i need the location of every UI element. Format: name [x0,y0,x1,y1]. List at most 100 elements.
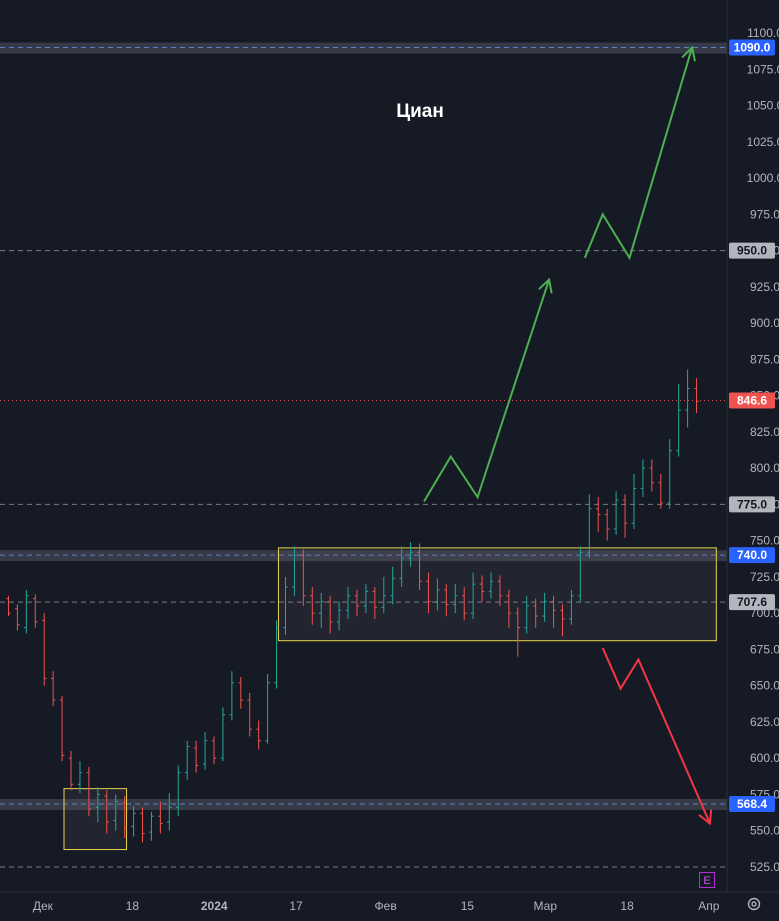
candle [229,671,235,721]
candle [41,613,47,686]
candle [202,732,208,770]
candle [265,674,270,744]
candle [176,765,181,817]
candle [104,790,109,834]
candle [6,595,11,617]
candle [372,587,378,619]
candle [426,572,431,614]
candle [435,578,440,611]
candle [211,736,217,764]
level-tag [729,594,775,611]
level-tag-label: 740.0 [737,548,767,562]
candle [59,695,65,762]
price-tick-label: 1000.0 [747,171,779,185]
candle [658,473,664,509]
price-tick-label: 1025.0 [747,135,779,149]
range-box [277,547,717,642]
bear-path [601,647,711,824]
bull-path-1-head [538,277,553,294]
time-axis[interactable]: Дек 18 2024 17 Фев 15 Мар 18 Апр [33,899,720,913]
time-tick-label: 17 [289,899,303,913]
time-tick-label: Мар [534,899,558,913]
bull-path-2 [583,47,694,261]
candle [479,575,485,602]
candle [301,549,306,606]
price-tick-label: 550.0 [750,824,779,838]
last-price-label: 846.6 [737,394,767,408]
candle [140,807,145,843]
candle [292,546,297,596]
candle [363,584,369,614]
candle [649,459,655,492]
price-tick-label: 1075.0 [747,62,779,76]
price-tick-label: 1100.0 [747,26,779,40]
candle [604,508,610,541]
price-tick-label: 1050.0 [747,99,779,113]
candle [578,546,583,602]
bear-path-head [698,809,713,826]
price-tick-label: 825.0 [750,425,779,439]
candlestick-series [6,369,699,843]
candle [390,566,395,605]
candle [399,546,404,588]
price-tick-label: 675.0 [750,642,779,656]
time-tick-label: Фев [375,899,397,913]
candle [149,811,154,841]
candle [453,584,458,614]
accumulation-box-small [63,788,128,851]
price-tick-label: 875.0 [750,352,779,366]
level-tag-label: 707.6 [737,595,767,609]
candle [50,671,56,706]
candle [327,595,333,634]
candle [596,497,601,532]
level-tag [729,547,775,564]
time-tick-label: 15 [461,899,475,913]
price-tick-label: 900.0 [750,316,779,330]
candle [515,607,521,657]
candle [256,720,261,750]
candle [238,676,244,709]
price-tick-label: 625.0 [750,715,779,729]
level-tag-label: 568.4 [737,797,767,811]
candle [158,801,163,834]
level-tag-label: 775.0 [737,497,767,511]
candle [631,473,637,530]
bull-path-2-head [681,45,696,62]
candle [15,604,20,631]
candle [667,439,672,509]
candle [184,740,190,780]
price-tick-label: 650.0 [750,679,779,693]
candle [417,543,422,590]
candle [283,576,288,635]
events-badge[interactable]: E [699,872,715,888]
candle [345,587,351,619]
time-tick-label: 18 [620,899,634,913]
price-tick-label: 800.0 [750,461,779,475]
candle [247,692,252,737]
candle [497,575,503,606]
price-axis[interactable]: 1100.0 1075.0 1050.0 1025.0 1000.0 975.0 950.0… [729,26,779,874]
candle [220,707,226,762]
gear-icon[interactable] [746,896,762,912]
candle [193,740,199,773]
candle [542,592,547,622]
candle [444,584,449,617]
candle [461,587,467,621]
candle [622,494,628,538]
price-tick-label: 725.0 [750,570,779,584]
price-tick-label: 525.0 [750,860,779,874]
candle [310,587,315,625]
bull-path-1 [423,279,551,502]
candle [167,792,172,831]
candle [33,594,38,628]
candle [569,589,574,625]
time-tick-label: Дек [33,899,54,913]
candle [68,750,74,791]
time-tick-label: 2024 [201,899,228,913]
candle [336,601,342,631]
candle [533,598,538,628]
candle [318,592,324,628]
candle [408,542,413,567]
candle [551,595,556,628]
